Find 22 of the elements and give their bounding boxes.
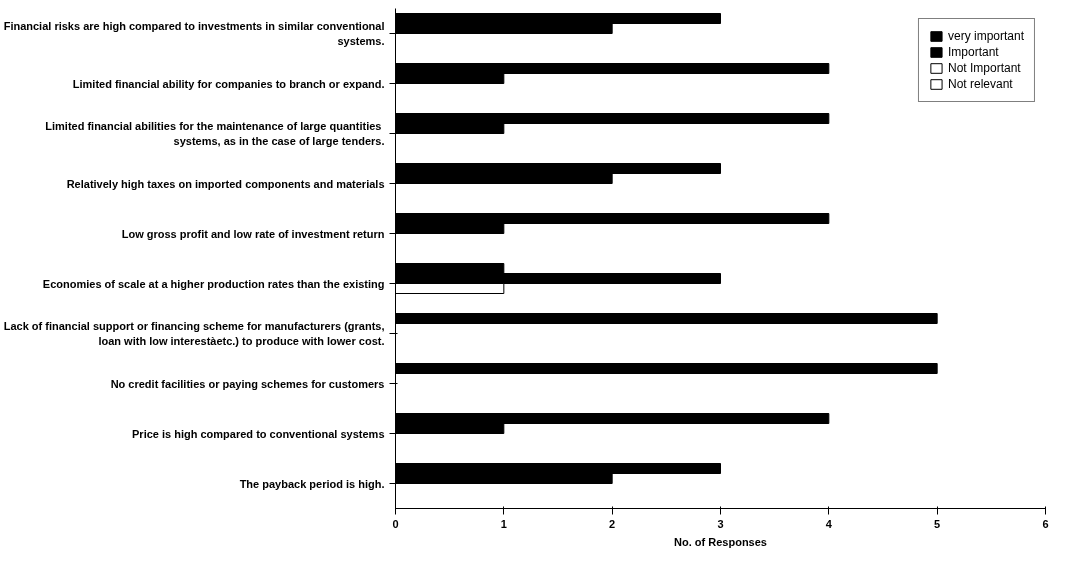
x-tick-label: 2 — [609, 517, 616, 530]
y-tick-label: Low gross profit and low rate of investment return — [121, 227, 385, 240]
legend-label: Not relevant — [947, 77, 1013, 91]
x-tick-label: 6 — [1042, 517, 1049, 530]
y-tick-label: No credit facilities or paying schemes for customers — [110, 377, 385, 390]
x-tick-label: 4 — [825, 517, 833, 530]
legend-label: Important — [947, 45, 999, 59]
x-tick-label: 1 — [500, 517, 507, 530]
y-tick-label: Limited financial ability for companies to branch or expand. — [72, 77, 385, 90]
x-tick-label: 3 — [717, 517, 724, 530]
x-tick-label: 0 — [392, 517, 399, 530]
y-tick-label: Limited financial abilities for the maintenance of large quantities systems, as in the case of large tenders. — [45, 120, 385, 147]
x-axis-title: No. of Responses — [674, 535, 767, 548]
legend-label: very important — [947, 29, 1024, 43]
y-tick-label: Price is high compared to conventional systems — [132, 427, 385, 440]
x-tick-label: 5 — [934, 517, 941, 530]
legend-label: Not Important — [947, 61, 1021, 75]
y-tick-label: The payback period is high. — [239, 477, 385, 490]
y-tick-label: Financial risks are high compared to investments in similar conventional systems. — [3, 20, 385, 47]
y-tick-label: Relatively high taxes on imported components and materials — [66, 177, 385, 190]
y-tick-label: Lack of financial support or financing scheme for manufacturers (grants, loan with low interestàetc.) to produce with lower cost. — [3, 320, 385, 347]
y-tick-label: Economies of scale at a higher production rates than the existing — [42, 277, 385, 290]
